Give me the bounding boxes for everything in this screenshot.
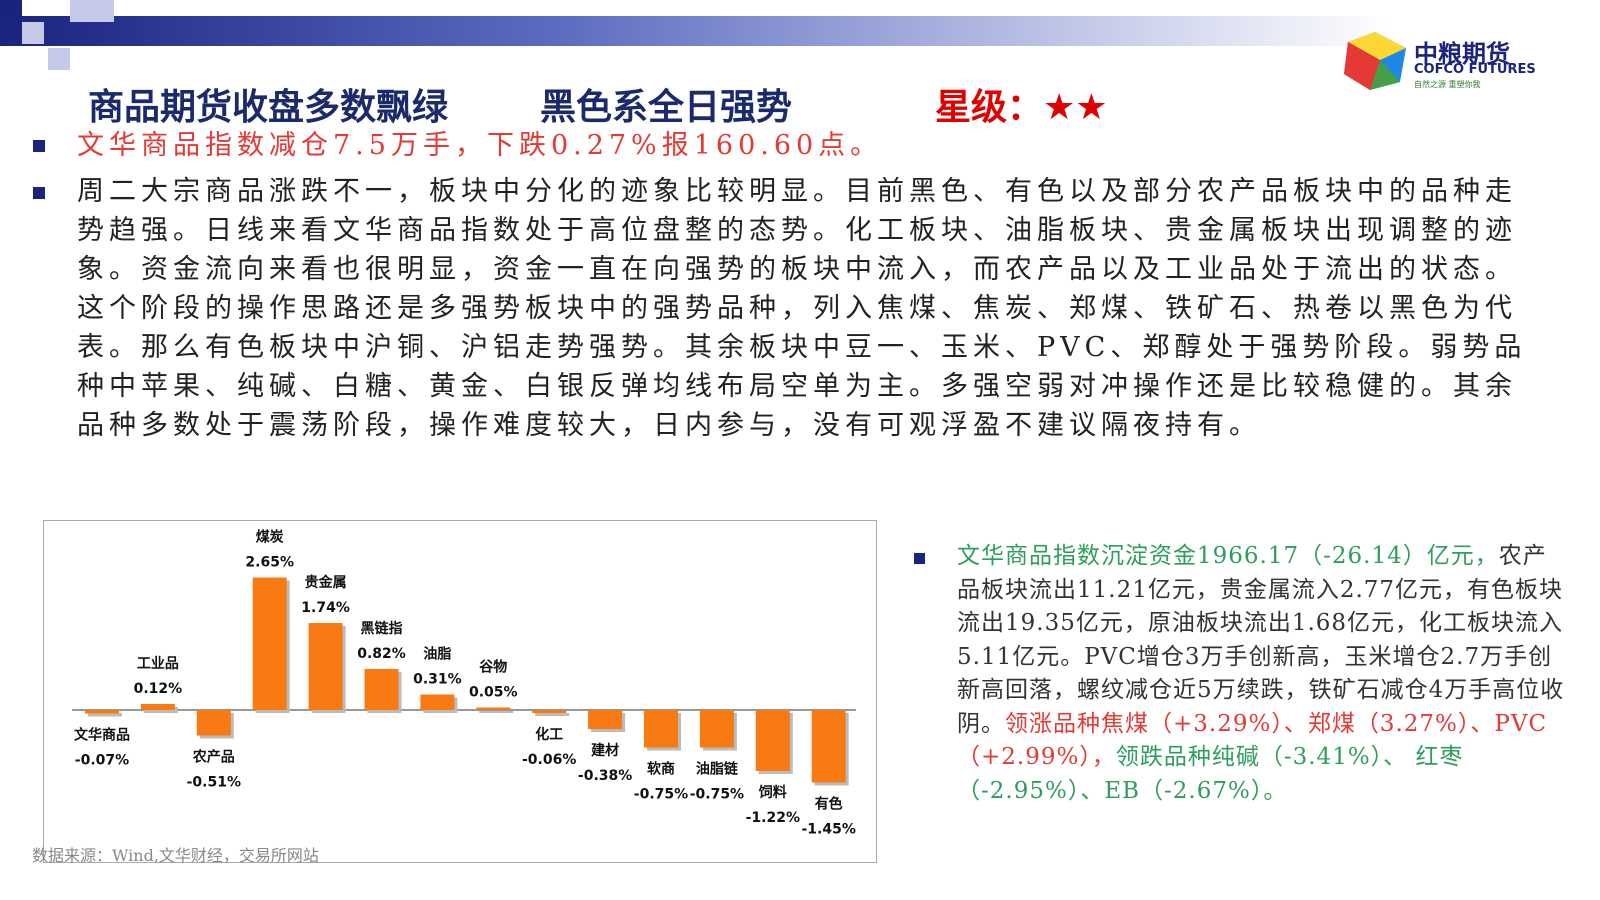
note-seg: 领涨品种焦煤（+3.29%）、郑煤（3.27%）、PVC（+2.99%），	[957, 710, 1548, 771]
bar	[196, 710, 231, 736]
note-seg: 文华商品指数沉淀资金1966.17（-26.14）亿元，	[957, 543, 1499, 569]
category-label: 饲料	[758, 784, 787, 801]
value-label: 0.12%	[134, 681, 183, 697]
logo-cn: 中粮期货	[1414, 40, 1510, 68]
title-left: 商品期货收盘多数飘绿	[88, 87, 449, 128]
value-label: -0.06%	[522, 752, 576, 768]
bar	[308, 623, 343, 710]
bar-shadow	[88, 713, 122, 717]
bar	[364, 669, 399, 710]
logo-icon	[1344, 32, 1406, 90]
value-label: -0.51%	[187, 775, 241, 791]
value-label: 0.31%	[413, 672, 462, 688]
value-label: -0.75%	[690, 787, 744, 803]
side-note: 文华商品指数沉淀资金1966.17（-26.14）亿元，农产品板块流出11.21…	[957, 540, 1569, 808]
category-label: 贵金属	[305, 574, 347, 591]
note-seg: 领跌品种纯碱（-3.41%）、 红枣（-2.95%）、EB（-2.67%）。	[957, 744, 1464, 804]
category-label: 油脂	[423, 646, 451, 663]
bullet	[914, 553, 925, 564]
bar	[699, 710, 734, 748]
bar	[85, 710, 119, 714]
bar	[420, 694, 455, 710]
bullet	[33, 140, 45, 152]
bar	[811, 710, 846, 783]
chart-box	[43, 520, 877, 863]
bar-shadow	[479, 710, 514, 713]
bar	[140, 704, 175, 710]
value-label: 2.65%	[245, 555, 294, 571]
value-label: 0.05%	[469, 685, 518, 701]
bar	[755, 710, 790, 771]
rating: 星级：★★	[935, 87, 1108, 128]
deco-square	[22, 22, 44, 44]
bar	[532, 710, 567, 713]
value-label: -0.38%	[578, 768, 632, 784]
title-right: 黑色系全日强势	[540, 87, 793, 128]
category-label: 有色	[815, 796, 843, 813]
category-label: 软商	[647, 761, 675, 778]
deco-square	[70, 0, 114, 22]
header-band	[0, 16, 1390, 46]
bullet-text: 文华商品指数减仓7.5万手，下跌0.27%报160.60点。	[77, 130, 883, 161]
category-label: 农产品	[192, 749, 235, 766]
bar	[476, 707, 511, 710]
bullet	[33, 187, 45, 199]
source: 数据来源：Wind,文华财经，交易所网站	[32, 846, 319, 865]
bullet-text: 周二大宗商品涨跌不一，板块中分化的迹象比较明显。目前黑色、有色以及部分农产品板块…	[77, 176, 1527, 441]
bar-shadow	[535, 713, 570, 716]
value-label: -1.22%	[746, 810, 800, 826]
deco-square	[48, 48, 70, 70]
note-seg: 农产品板块流出11.21亿元，贵金属流入2.77亿元，有色板块流出19.35亿元…	[957, 543, 1565, 737]
value-label: -0.07%	[75, 753, 129, 769]
bar	[588, 710, 623, 729]
category-label: 黑链指	[361, 620, 403, 637]
category-label: 工业品	[137, 656, 179, 672]
category-label: 化工	[535, 726, 563, 743]
value-label: -1.45%	[802, 822, 856, 838]
chart: 文华商品 -0.07% 工业品 0.12% 农产品 -0.51% 煤炭 2.65% 贵金属 1.7…	[72, 529, 856, 838]
category-label: 文华商品	[74, 727, 130, 744]
logo-en: COFCO FUTURES	[1414, 62, 1536, 77]
category-label: 煤炭	[256, 529, 284, 546]
value-label: 0.82%	[357, 646, 406, 662]
category-label: 建材	[591, 742, 619, 759]
value-label: -0.75%	[634, 787, 688, 803]
bar	[252, 577, 287, 710]
deco-square	[0, 0, 22, 22]
category-label: 油脂链	[696, 761, 739, 778]
value-label: 1.74%	[301, 600, 350, 616]
category-label: 谷物	[479, 659, 507, 676]
bar	[644, 710, 678, 748]
logo-slogan: 自然之源 重塑你我	[1414, 80, 1481, 89]
